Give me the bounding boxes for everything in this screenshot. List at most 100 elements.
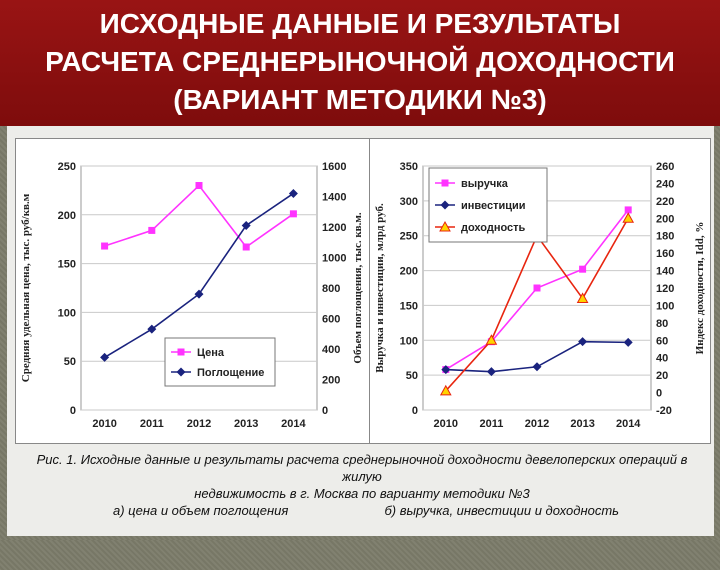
title-line-3: (ВАРИАНТ МЕТОДИКИ №3) (173, 84, 547, 115)
chart-a-ytick-label: 200 (58, 210, 76, 222)
chart-a-y2tick-label: 1400 (322, 192, 346, 204)
chart-b-point-1-4 (623, 337, 633, 347)
chart-b-legend-marker-2 (439, 220, 451, 232)
caption-sub-a: а) цена и объем поглощения (113, 503, 289, 518)
chart-b-legend-label-2: доходность (461, 222, 526, 234)
chart-a-y2tick-label: 600 (322, 314, 340, 326)
chart-b-xtick-label: 2011 (479, 418, 503, 430)
chart-a-y2tick-label: 1000 (322, 253, 346, 265)
chart-a-xtick-label: 2013 (234, 418, 258, 430)
chart-b-y2tick-label: 20 (656, 370, 668, 382)
chart-a-legend-marker-1 (176, 367, 186, 377)
chart-a-xtick-label: 2010 (92, 418, 116, 430)
chart-b-ylabel: Выручка и инвестиции, млрд руб. (374, 203, 386, 373)
chart-b-legend-marker-1 (440, 200, 450, 210)
chart-a-point-1-4 (288, 188, 298, 198)
chart-a-y2tick-label: 1200 (322, 222, 346, 234)
chart-b-y2tick-label: 0 (656, 388, 662, 400)
chart-b-xtick-label: 2013 (570, 418, 594, 430)
chart-b-point-2-0 (439, 384, 452, 396)
chart-a-y2tick-label: 200 (322, 375, 340, 387)
chart-b-point-1-3 (578, 337, 588, 347)
chart-a-y2tick-label: 1600 (322, 161, 346, 173)
chart-b-point-0-4 (624, 206, 632, 214)
chart-a-y2label: Объем поглощения, тыс. кв.м. (352, 212, 364, 363)
chart-a-legend-label-1: Поглощение (197, 367, 264, 379)
chart-b-point-1-0 (441, 365, 451, 375)
chart-a-y2tick-label: 800 (322, 283, 340, 295)
chart-a-ylabel: Средняя удельная цена, тыс. руб/кв.м (20, 193, 32, 382)
chart-b-point-0-2 (533, 284, 541, 292)
chart-a-legend (164, 337, 276, 387)
caption-subtitles: а) цена и объем поглощения б) выручка, и… (17, 502, 707, 519)
figure-caption: Рис. 1. Исходные данные и результаты рас… (17, 451, 707, 519)
chart-b-y2tick-label: 60 (656, 335, 668, 347)
caption-line-2: недвижимость в г. Москва по варианту мет… (194, 486, 530, 501)
chart-a-xtick-label: 2014 (281, 418, 306, 430)
slide-title: ИСХОДНЫЕ ДАННЫЕ И РЕЗУЛЬТАТЫ РАСЧЕТА СРЕ… (0, 0, 720, 126)
chart-a-point-0-1 (148, 226, 156, 234)
chart-a: 0 50 100 150 200 250 0 200 400 600 800 1000 1200 1400… (15, 138, 371, 444)
chart-a-container: 0 50 100 150 200 250 0 200 400 600 800 1000 1200 1400… (15, 138, 371, 570)
chart-a-xtick-label: 2011 (140, 418, 164, 430)
chart-a-ytick-label: 100 (58, 307, 76, 319)
chart-b-ytick-label: 150 (400, 300, 418, 312)
chart-b-xtick-label: 2010 (434, 418, 458, 430)
chart-a-ytick-label: 150 (58, 259, 76, 271)
chart-b-point-0-3 (579, 265, 587, 273)
chart-b-y2tick-label: 180 (656, 231, 674, 243)
chart-b-y2tick-label: 240 (656, 178, 674, 190)
slide-content: 0 50 100 150 200 250 0 200 400 600 800 1000 1200 1400… (7, 126, 714, 536)
chart-b-legend-label-1: инвестиции (461, 200, 526, 212)
chart-b-ytick-label: 250 (400, 231, 418, 243)
chart-a-point-1-3 (241, 220, 251, 230)
caption-line-1: Рис. 1. Исходные данные и результаты рас… (36, 452, 688, 484)
title-line-2: РАСЧЕТА СРЕДНЕРЫНОЧНОЙ ДОХОДНОСТИ (45, 46, 675, 77)
chart-b-y2label: Индекс доходности, Idd, % (694, 222, 706, 355)
chart-b-ytick-label: 100 (400, 335, 418, 347)
chart-a-point-1-1 (147, 324, 157, 334)
chart-b: 0 50 100 150 200 250 300 350 -20 0 20 40 60 80 100 120 1… (369, 138, 711, 444)
chart-a-point-0-0 (101, 242, 109, 250)
chart-a-ytick-label: 0 (70, 405, 76, 417)
caption-sub-b: б) выручка, инвестиции и доходность (384, 503, 619, 518)
chart-b-y2tick-label: 260 (656, 161, 674, 173)
chart-b-point-2-1 (485, 334, 498, 345)
chart-b-ytick-label: 300 (400, 196, 418, 208)
chart-b-ytick-label: 350 (400, 161, 418, 173)
chart-b-y2tick-label: 140 (656, 266, 674, 278)
chart-b-legend-label-0: выручка (461, 178, 509, 190)
chart-a-ytick-label: 250 (58, 161, 76, 173)
chart-b-ytick-label: 50 (406, 370, 418, 382)
chart-a-legend-marker-0 (177, 348, 185, 356)
chart-b-point-2-3 (576, 292, 589, 303)
chart-b-y2tick-label: 100 (656, 300, 674, 312)
chart-b-container: 0 50 100 150 200 250 300 350 -20 0 20 40 60 80 100 120 1… (369, 138, 711, 570)
chart-b-xtick-label: 2012 (525, 418, 549, 430)
chart-a-y2tick-label: 400 (322, 344, 340, 356)
chart-a-point-0-4 (289, 210, 297, 218)
chart-b-y2tick-label: 120 (656, 283, 674, 295)
chart-a-point-1-0 (100, 352, 110, 362)
chart-a-xtick-label: 2012 (187, 418, 211, 430)
chart-b-y2tick-label: 220 (656, 196, 674, 208)
chart-b-y2tick-label: 200 (656, 213, 674, 225)
chart-b-point-1-2 (532, 362, 542, 372)
chart-a-ytick-label: 50 (64, 356, 76, 368)
chart-b-xtick-label: 2014 (616, 418, 641, 430)
chart-a-point-0-3 (242, 243, 250, 251)
title-line-1: ИСХОДНЫЕ ДАННЫЕ И РЕЗУЛЬТАТЫ (99, 8, 621, 39)
chart-b-point-2-4 (622, 212, 635, 223)
chart-b-y2tick-label: 160 (656, 248, 674, 260)
chart-b-y2tick-label: -20 (656, 405, 672, 417)
chart-b-legend-marker-0 (441, 179, 449, 187)
chart-b-ytick-label: 0 (412, 405, 418, 417)
chart-a-y2tick-label: 0 (322, 405, 328, 417)
chart-a-point-1-2 (194, 289, 204, 299)
chart-a-legend-label-0: Цена (197, 347, 225, 359)
chart-b-y2tick-label: 40 (656, 353, 668, 365)
chart-a-point-0-2 (195, 182, 203, 190)
chart-b-point-1-1 (486, 367, 496, 377)
chart-b-ytick-label: 200 (400, 266, 418, 278)
chart-b-y2tick-label: 80 (656, 318, 668, 330)
